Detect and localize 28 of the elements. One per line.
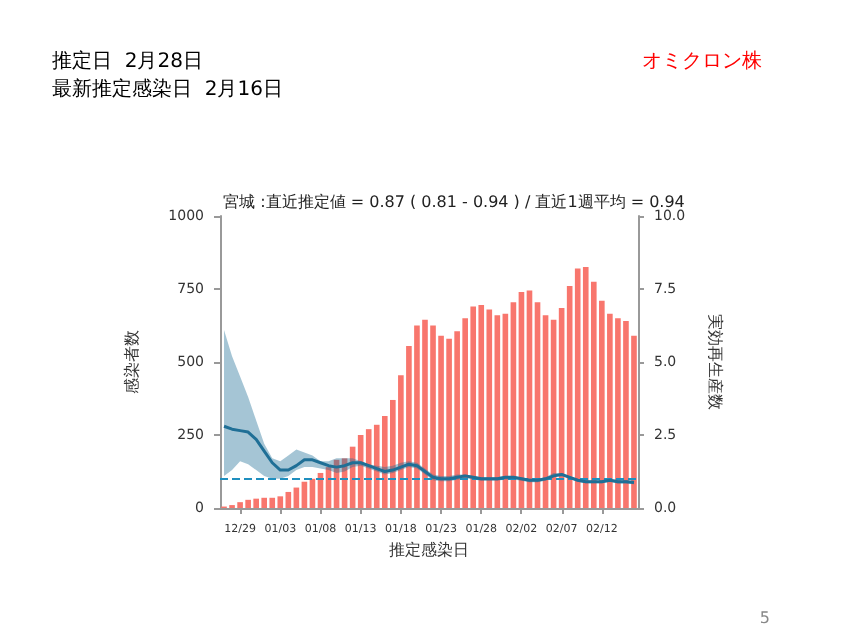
bar [237, 502, 243, 508]
bar [245, 499, 251, 508]
bar [373, 424, 380, 508]
bar [261, 497, 268, 508]
bar [269, 497, 276, 508]
text: 最新推定感染日 2月16日 [52, 77, 283, 101]
bar [414, 325, 420, 508]
bar [615, 318, 621, 508]
x-axis-title: 推定感染日 [389, 541, 469, 559]
bar [574, 268, 581, 508]
bar [422, 319, 428, 508]
bar [446, 338, 452, 508]
bar [623, 321, 629, 508]
bar [486, 309, 493, 508]
bar [365, 429, 372, 508]
text: 推定日 2月28日 [52, 49, 203, 73]
bar [253, 498, 259, 508]
text: 5 [759, 609, 771, 627]
bar [478, 305, 485, 508]
bar [470, 306, 477, 508]
bar [430, 325, 436, 508]
bar [582, 267, 589, 508]
y-axis-title: 感染者数 [123, 330, 141, 394]
bar [277, 496, 284, 508]
y2-axis-title: 実効再生産数 [705, 314, 724, 410]
text: オミクロン株 [642, 49, 762, 73]
line-series [222, 424, 636, 485]
chart-title: 宮城 :直近推定値 = 0.87 ( 0.81 - 0.94 ) / 直近1週平均 = 0.94 [223, 193, 685, 211]
